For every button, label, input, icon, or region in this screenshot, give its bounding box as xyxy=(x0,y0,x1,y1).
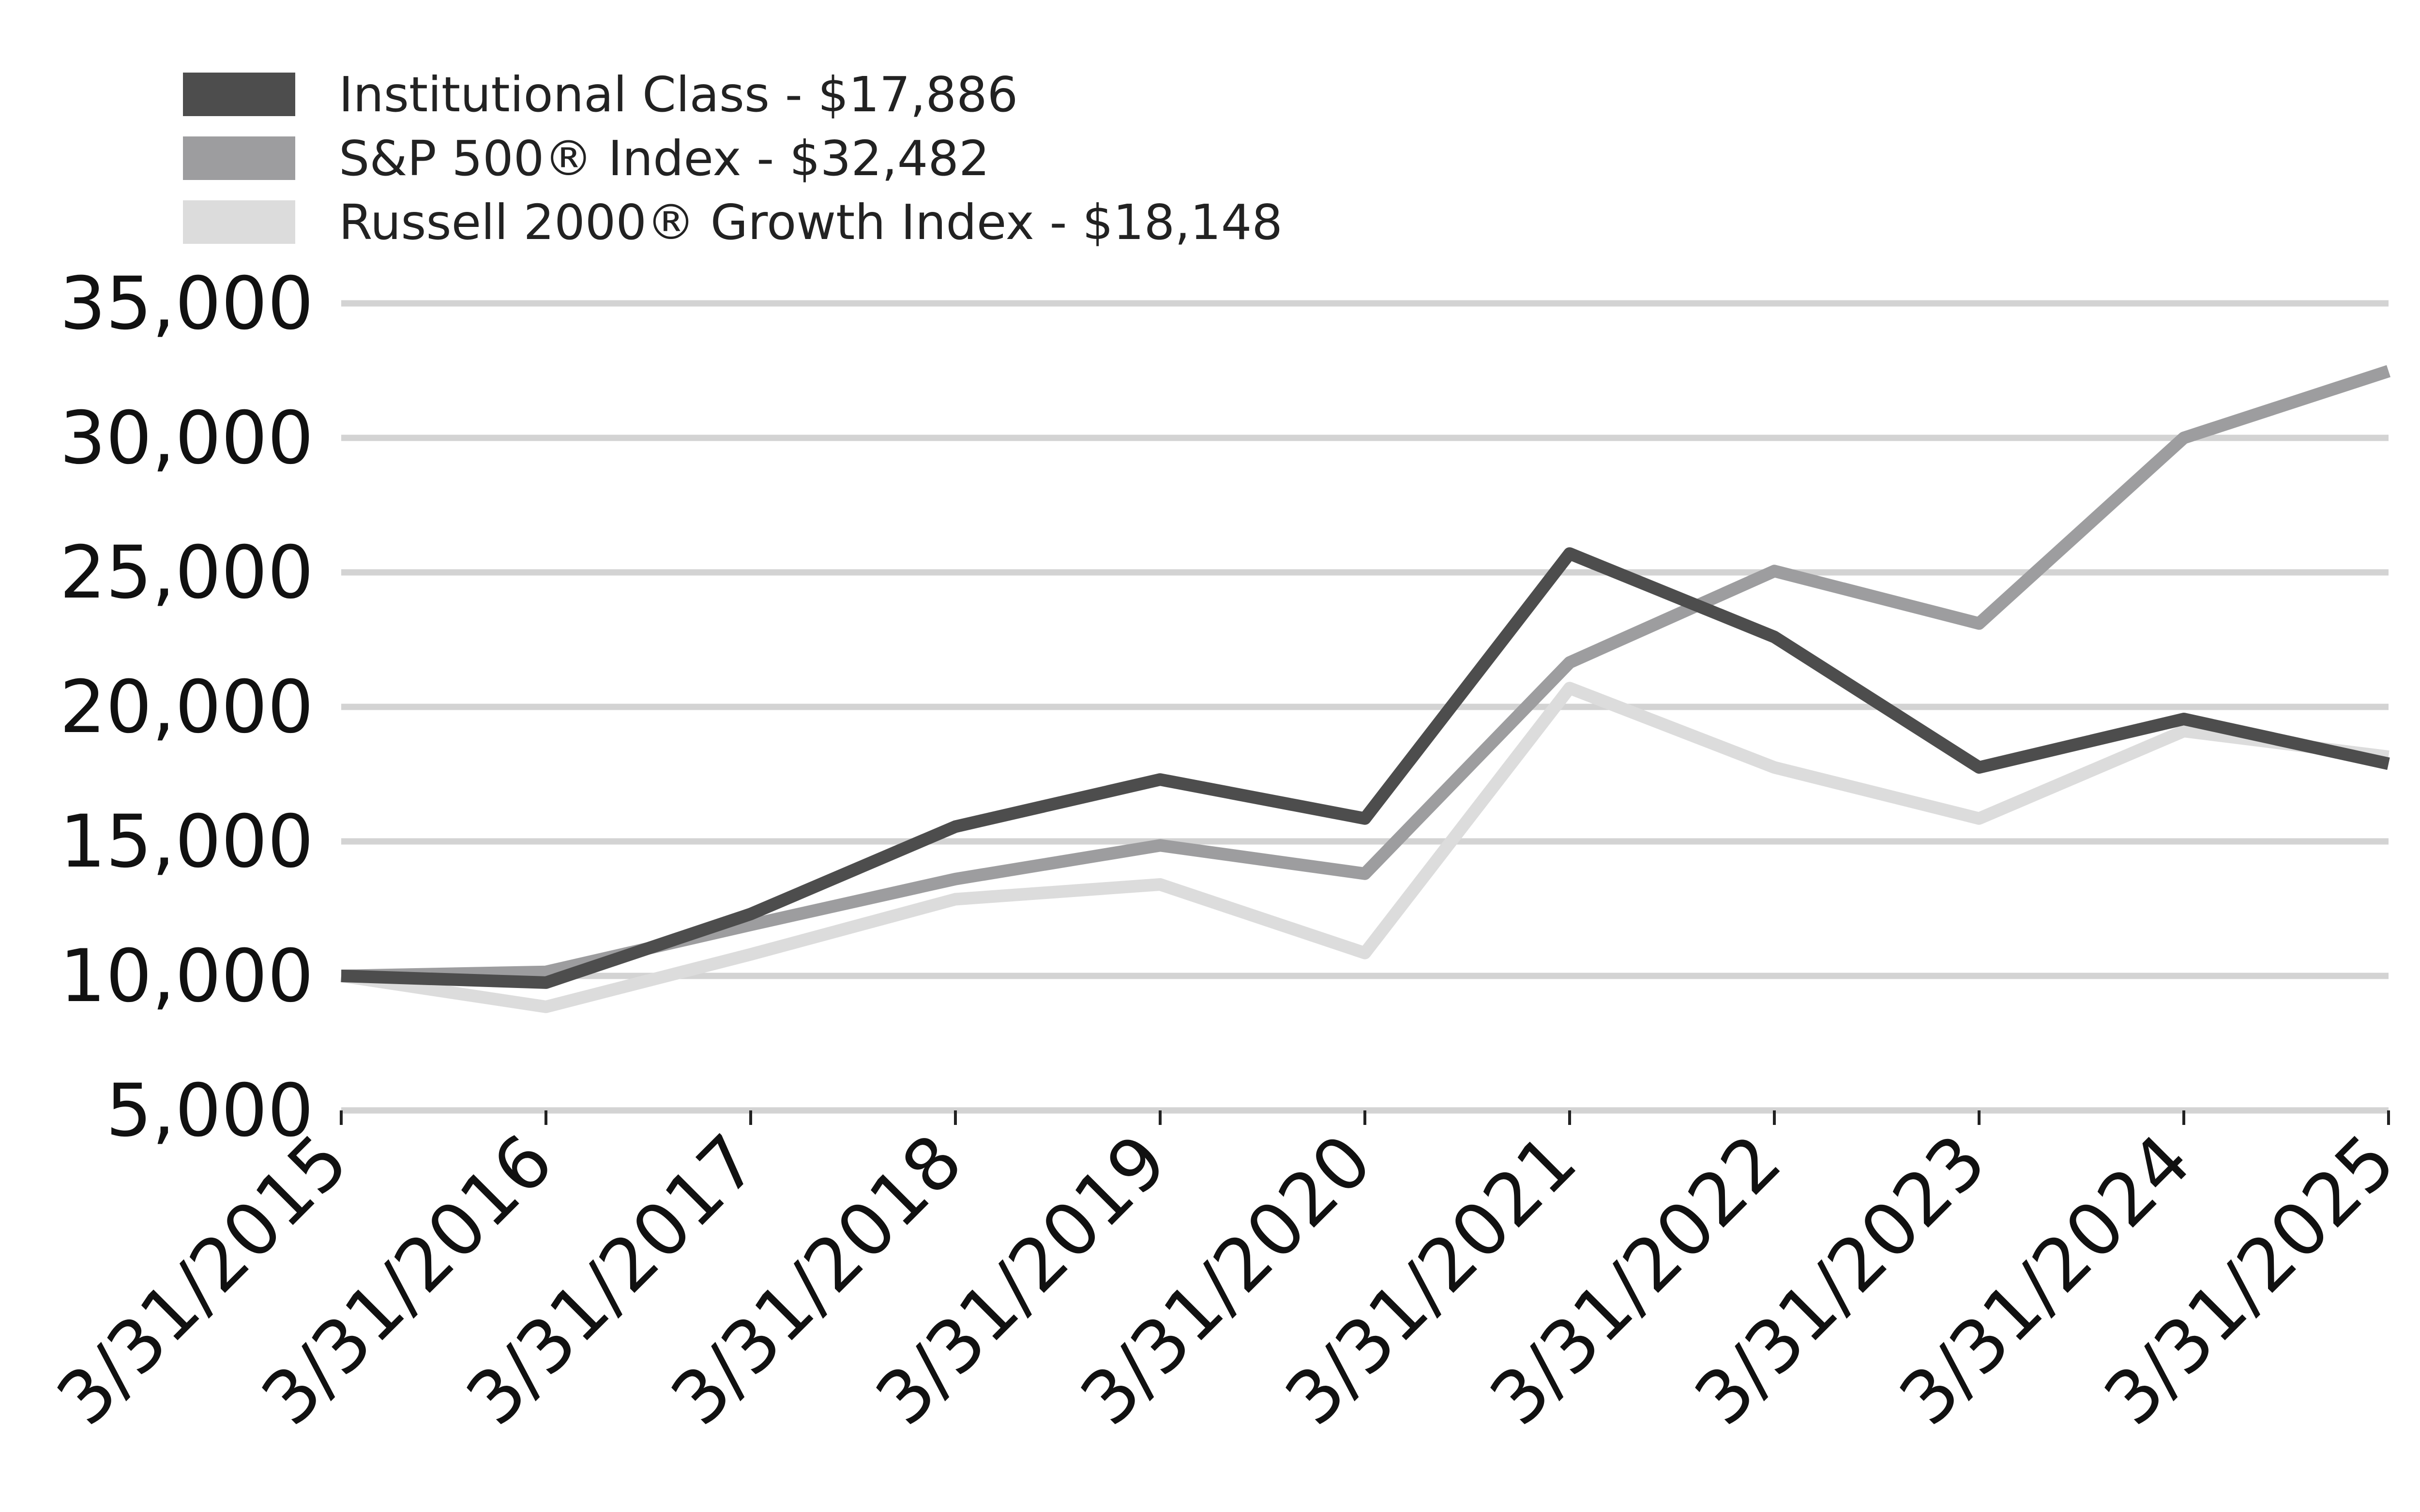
x-axis-tick-labels: 3/31/20153/31/20163/31/20173/31/20183/31… xyxy=(42,1119,2412,1441)
y-tick-label: 15,000 xyxy=(60,800,314,884)
series-line-0 xyxy=(341,547,2390,989)
legend-label: Institutional Class - $17,886 xyxy=(339,66,1018,123)
series-line-1 xyxy=(341,365,2391,982)
legend-label: Russell 2000® Growth Index - $18,148 xyxy=(339,194,1283,251)
series-lines xyxy=(340,365,2391,1013)
y-tick-label: 10,000 xyxy=(60,934,314,1018)
legend-swatch xyxy=(183,200,295,244)
series-line-2 xyxy=(340,682,2390,1013)
x-axis xyxy=(340,1110,2390,1125)
y-tick-label: 5,000 xyxy=(106,1069,314,1153)
gridlines xyxy=(341,300,2389,1114)
legend-label: S&P 500® Index - $32,482 xyxy=(339,130,990,187)
y-tick-label: 25,000 xyxy=(60,531,314,615)
y-tick-label: 35,000 xyxy=(60,262,314,346)
legend-swatch xyxy=(183,136,295,180)
y-tick-label: 30,000 xyxy=(60,396,314,480)
y-axis-tick-labels: 5,000 10,000 15,000 20,000 25,000 30,000 35,00… xyxy=(60,262,314,1153)
y-tick-label: 20,000 xyxy=(60,665,314,749)
legend: Institutional Class - $17,886 S&P 500® In… xyxy=(183,66,1283,251)
legend-swatch xyxy=(183,73,295,116)
